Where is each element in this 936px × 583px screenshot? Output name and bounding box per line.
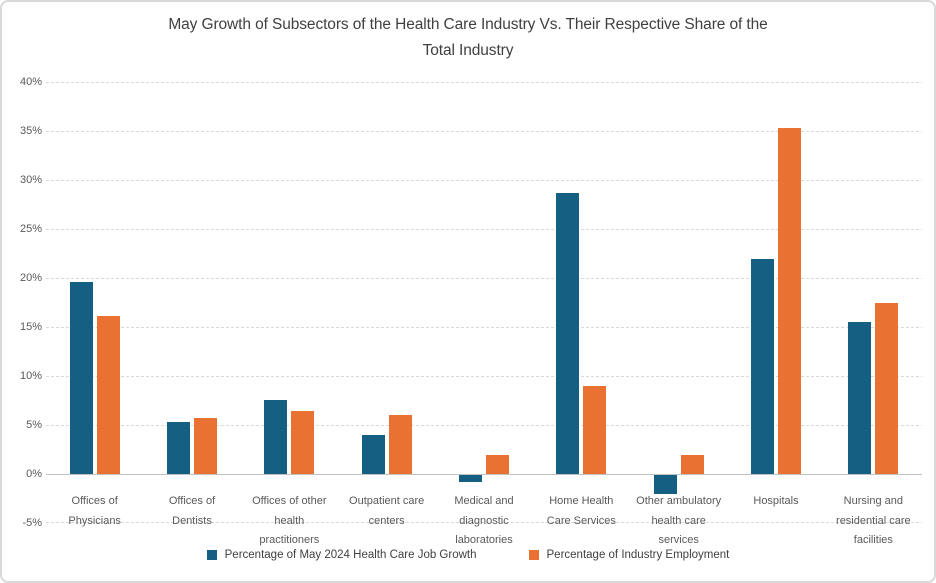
x-axis-category-label-line: centers xyxy=(368,514,405,527)
x-axis-category-label-line: Offices of xyxy=(168,495,216,507)
x-axis-category-label-line: Offices of xyxy=(71,495,118,507)
x-axis-category-label: Offices of Dentists xyxy=(140,492,244,531)
legend-item-industry-employment: Percentage of Industry Employment xyxy=(528,549,730,561)
gridline xyxy=(46,375,922,377)
legend-item-job-growth: Percentage of May 2024 Health Care Job G… xyxy=(206,549,477,561)
chart-title-line-1: May Growth of Subsectors of the Health C… xyxy=(168,16,768,33)
gridline xyxy=(46,81,922,83)
gridline xyxy=(46,277,922,279)
x-axis-category-label-line: health xyxy=(274,514,305,527)
gridline xyxy=(46,179,922,181)
x-axis-category-label-line: diagnostic xyxy=(459,514,509,527)
x-axis-category-label: Other ambulatory health care services xyxy=(627,492,731,551)
x-axis-category-label-line: Home Health xyxy=(549,495,614,507)
legend-label-industry-employment: Percentage of Industry Employment xyxy=(546,549,730,561)
bar-job-growth xyxy=(848,322,872,474)
y-axis-tick-label: 20% xyxy=(19,272,42,285)
bar-industry-employment xyxy=(194,418,217,474)
legend: Percentage of May 2024 Health Care Job G… xyxy=(2,549,934,561)
chart-title: May Growth of Subsectors of the Health C… xyxy=(2,12,934,64)
gridline xyxy=(46,228,922,230)
x-axis-category-label: Home Health Care Services xyxy=(529,492,633,531)
y-axis-tick-label: 25% xyxy=(19,223,42,236)
legend-swatch-job-growth xyxy=(206,550,217,560)
x-axis-category-label-line: Medical and xyxy=(454,495,514,507)
bar-industry-employment xyxy=(486,455,509,474)
y-axis-tick-label: -5% xyxy=(22,516,42,529)
x-axis-category-label-line: Outpatient care xyxy=(349,495,425,507)
x-axis-category-label-line: Hospitals xyxy=(753,495,799,507)
x-axis-category-label: Hospitals xyxy=(724,492,828,512)
bar-job-growth xyxy=(69,282,93,474)
y-axis-tick-label: 15% xyxy=(19,321,42,334)
x-axis-category-label: Nursing and residential care facilities xyxy=(821,492,925,551)
y-axis-tick-label: 30% xyxy=(19,174,42,187)
bar-job-growth xyxy=(264,399,288,474)
x-axis-category-label-line: practitioners xyxy=(259,534,320,546)
bar-job-growth xyxy=(653,475,677,494)
bar-industry-employment xyxy=(680,455,704,474)
x-axis-category-label-line: facilities xyxy=(853,534,893,546)
y-axis-tick-label: 40% xyxy=(19,76,42,89)
bar-job-growth xyxy=(459,475,482,482)
bar-industry-employment xyxy=(583,385,607,474)
x-axis-category-label-line: Dentists xyxy=(172,514,212,527)
x-axis-category-label-line: laboratories xyxy=(455,534,513,546)
x-axis-category-label: Offices of Physicians xyxy=(43,492,147,531)
bar-industry-employment xyxy=(96,316,120,474)
x-axis-category-label-line: Nursing and xyxy=(843,495,903,507)
gridline xyxy=(46,424,922,426)
bar-job-growth xyxy=(167,422,190,474)
zero-axis-line xyxy=(46,473,922,475)
y-axis-tick-label: 0% xyxy=(26,468,42,480)
x-axis-category-label: Outpatient care centers xyxy=(335,492,439,531)
y-axis-tick-label: 10% xyxy=(19,370,42,383)
gridline xyxy=(46,326,922,328)
y-axis-tick-label: 35% xyxy=(19,125,42,138)
bar-industry-employment xyxy=(875,302,899,474)
legend-swatch-industry-employment xyxy=(528,550,539,560)
x-axis-category-label-line: Physicians xyxy=(68,514,121,527)
x-axis-category-label: Medical and diagnostic laboratories xyxy=(432,492,536,551)
x-axis-category-label: Offices of other health practitioners xyxy=(237,492,341,551)
x-axis-category-label-line: residential care xyxy=(836,514,911,527)
bar-industry-employment xyxy=(388,415,412,474)
bar-job-growth xyxy=(556,193,580,474)
gridline xyxy=(46,522,922,524)
bar-industry-employment xyxy=(291,411,315,474)
legend-label-job-growth: Percentage of May 2024 Health Care Job G… xyxy=(224,549,477,561)
x-axis-category-label-line: Care Services xyxy=(546,514,616,527)
x-axis-category-label-line: services xyxy=(658,534,699,546)
x-axis-category-label-line: health care xyxy=(651,514,706,527)
bar-job-growth xyxy=(361,434,385,474)
gridline xyxy=(46,130,922,132)
x-axis-category-label-line: Offices of other xyxy=(252,495,327,507)
y-axis-tick-label: 5% xyxy=(26,419,42,432)
bar-industry-employment xyxy=(778,128,801,474)
chart-title-line-2: Total Industry xyxy=(422,42,514,59)
x-axis-category-label-line: Other ambulatory xyxy=(636,495,722,507)
bar-job-growth xyxy=(751,258,774,474)
